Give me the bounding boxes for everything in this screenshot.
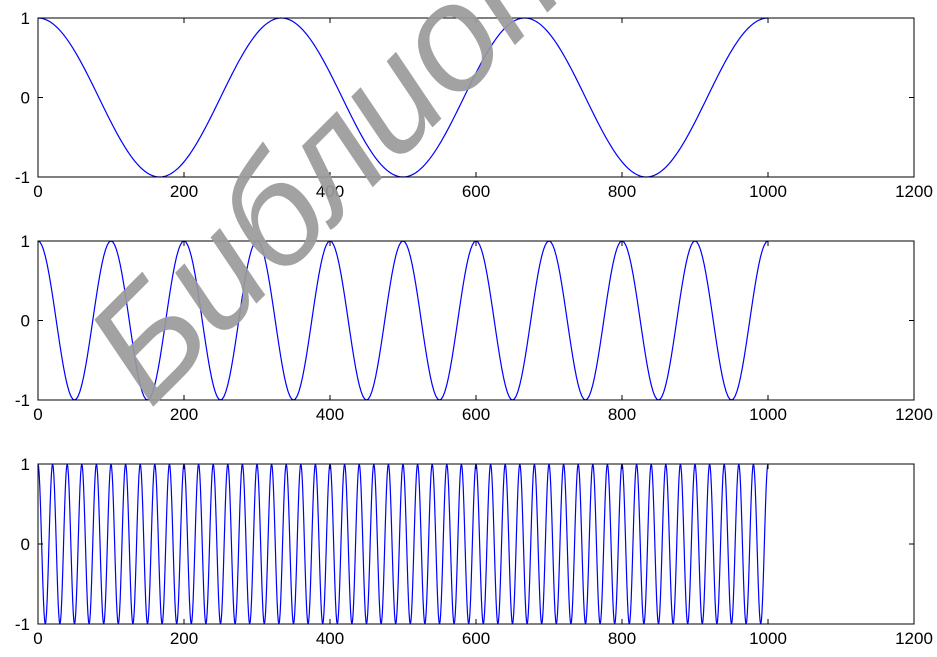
x-tick-label: 600 bbox=[462, 405, 490, 424]
axes-frame bbox=[37, 463, 915, 625]
x-tick-label: 0 bbox=[33, 182, 42, 201]
y-tick-label: 0 bbox=[21, 89, 30, 108]
y-tick-label: 0 bbox=[21, 312, 30, 331]
x-tick-label: 1000 bbox=[749, 182, 787, 201]
x-tick-label: 600 bbox=[462, 182, 490, 201]
x-tick-label: 400 bbox=[316, 405, 344, 424]
y-tick-label: 1 bbox=[21, 9, 30, 28]
axes-frame bbox=[37, 240, 915, 401]
x-tick-label: 1200 bbox=[895, 405, 933, 424]
x-tick-label: 200 bbox=[170, 182, 198, 201]
x-tick-label: 400 bbox=[316, 629, 344, 648]
series-line-1 bbox=[37, 17, 769, 178]
x-tick-label: 0 bbox=[33, 629, 42, 648]
x-tick-label: 200 bbox=[170, 405, 198, 424]
subplot-1: 0 200 400 600 800 1000 1200-101 bbox=[15, 9, 933, 201]
x-tick-label: 1000 bbox=[749, 629, 787, 648]
y-tick-label: 0 bbox=[21, 535, 30, 554]
series-line-1 bbox=[37, 463, 769, 625]
x-tick-label: 200 bbox=[170, 629, 198, 648]
subplot-2: 0 200 400 600 800 1000 1200-101 bbox=[15, 232, 933, 424]
x-tick-label: 400 bbox=[316, 182, 344, 201]
x-tick-label: 1200 bbox=[895, 182, 933, 201]
subplot-3: 0 200 400 600 800 1000 1200-101 bbox=[15, 455, 933, 648]
y-tick-label: -1 bbox=[15, 615, 30, 634]
y-tick-label: -1 bbox=[15, 391, 30, 410]
x-tick-label: 0 bbox=[33, 405, 42, 424]
x-tick-label: 600 bbox=[462, 629, 490, 648]
x-tick-label: 1200 bbox=[895, 629, 933, 648]
y-tick-label: 1 bbox=[21, 232, 30, 251]
x-tick-label: 800 bbox=[608, 405, 636, 424]
series-line-1 bbox=[37, 240, 769, 401]
y-tick-label: 1 bbox=[21, 455, 30, 474]
x-tick-label: 800 bbox=[608, 629, 636, 648]
x-tick-label: 1000 bbox=[749, 405, 787, 424]
axes-frame bbox=[37, 17, 915, 178]
x-tick-label: 800 bbox=[608, 182, 636, 201]
y-tick-label: -1 bbox=[15, 168, 30, 187]
